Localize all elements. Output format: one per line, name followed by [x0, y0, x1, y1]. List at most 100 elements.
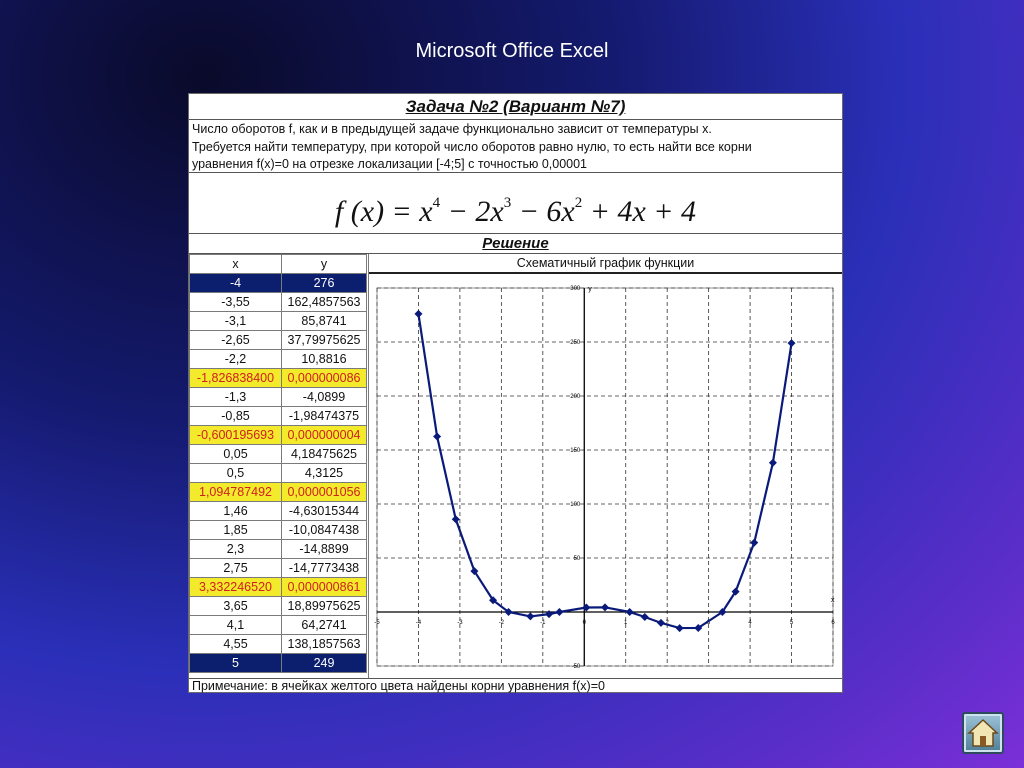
cell-y[interactable]: -4,0899 [281, 387, 367, 407]
header-y[interactable]: y [281, 254, 367, 274]
data-point [433, 432, 442, 441]
cell-y[interactable]: 4,18475625 [281, 444, 367, 464]
cell-x[interactable]: -0,600195693 [189, 425, 282, 445]
table-row: -2,65 37,79975625 [189, 330, 367, 350]
solution-title: Решение [189, 234, 842, 254]
plot-frame [376, 287, 834, 667]
table-row: 4,1 64,2741 [189, 615, 367, 635]
slide-title: Microsoft Office Excel [415, 40, 609, 62]
task-line: Число оборотов f, как и в предыдущей зад… [192, 122, 712, 136]
formula-lhs: f (x) = [334, 195, 412, 228]
data-point [731, 587, 740, 596]
cell-x[interactable]: -1,3 [189, 387, 282, 407]
home-button[interactable] [962, 712, 1004, 754]
cell-x[interactable]: -2,65 [189, 330, 282, 350]
cell-y[interactable]: -1,98474375 [281, 406, 367, 426]
table-row: -1,826838400 0,000000086 [189, 368, 367, 388]
formula-exp: 4 [432, 195, 441, 211]
cell-x[interactable]: -2,2 [189, 349, 282, 369]
data-point [640, 613, 649, 622]
cell-y[interactable]: 85,8741 [281, 311, 367, 331]
x-tick-label: 1 [624, 620, 628, 626]
x-tick-label: -2 [499, 620, 505, 626]
x-tick-label: 4 [748, 620, 752, 626]
cell-y[interactable]: 0,000001056 [281, 482, 367, 502]
cell-y[interactable]: 10,8816 [281, 349, 367, 369]
table-row: 1,46 -4,63015344 [189, 501, 367, 521]
cell-y[interactable]: 162,4857563 [281, 292, 367, 312]
cell-x[interactable]: 5 [189, 653, 282, 673]
data-point [526, 612, 535, 621]
cell-y[interactable]: 37,79975625 [281, 330, 367, 350]
data-point [555, 608, 564, 616]
table-row: 2,3 -14,8899 [189, 539, 367, 559]
cell-x[interactable]: -4 [189, 273, 282, 293]
cell-x[interactable]: 0,5 [189, 463, 282, 483]
cell-y[interactable]: 276 [281, 273, 367, 293]
cell-x[interactable]: 3,65 [189, 596, 282, 616]
data-point [656, 618, 665, 627]
data-point [787, 339, 796, 348]
chart-title: Схематичный график функции [369, 254, 842, 274]
x-tick-label: 0 [583, 620, 587, 626]
cell-x[interactable]: 4,55 [189, 634, 282, 654]
cell-y[interactable]: 138,1857563 [281, 634, 367, 654]
x-tick-label: -5 [374, 620, 380, 626]
cell-y[interactable]: 0,000000861 [281, 577, 367, 597]
y-tick-label: 50 [574, 556, 581, 562]
cell-x[interactable]: -1,826838400 [189, 368, 282, 388]
cell-y[interactable]: -14,8899 [281, 539, 367, 559]
table-row: 1,85 -10,0847438 [189, 520, 367, 540]
cell-y[interactable]: 0,000000086 [281, 368, 367, 388]
cell-x[interactable]: 2,3 [189, 539, 282, 559]
cell-x[interactable]: -3,1 [189, 311, 282, 331]
cell-x[interactable]: -3,55 [189, 292, 282, 312]
cell-x[interactable]: 2,75 [189, 558, 282, 578]
x-tick-label: -4 [416, 620, 422, 626]
cell-y[interactable]: -10,0847438 [281, 520, 367, 540]
cell-x[interactable]: 0,05 [189, 444, 282, 464]
table-row: -3,55 162,4857563 [189, 292, 367, 312]
y-tick-label: 150 [570, 448, 581, 454]
table-row: 1,094787492 0,000001056 [189, 482, 367, 502]
table-row: -0,85 -1,98474375 [189, 406, 367, 426]
cell-y[interactable]: -4,63015344 [281, 501, 367, 521]
task-title: Задача №2 (Вариант №7) [189, 94, 842, 120]
table-row: 3,332246520 0,000000861 [189, 577, 367, 597]
cell-y[interactable]: 4,3125 [281, 463, 367, 483]
x-tick-label: 6 [831, 620, 835, 626]
table-row: -4 276 [189, 273, 367, 293]
cell-x[interactable]: 3,332246520 [189, 577, 282, 597]
cell-y[interactable]: 249 [281, 653, 367, 673]
data-point [601, 603, 609, 612]
formula-exp: 2 [574, 195, 583, 211]
table-row: 2,75 -14,7773438 [189, 558, 367, 578]
x-axis-label: x [831, 597, 835, 604]
data-point [718, 608, 727, 616]
x-tick-label: 2 [666, 620, 670, 626]
data-point [545, 610, 554, 619]
x-tick-label: -1 [540, 620, 546, 626]
cell-x[interactable]: -0,85 [189, 406, 282, 426]
cell-y[interactable]: 64,2741 [281, 615, 367, 635]
data-point [694, 623, 703, 632]
cell-x[interactable]: 1,85 [189, 520, 282, 540]
data-point [504, 608, 513, 616]
cell-y[interactable]: -14,7773438 [281, 558, 367, 578]
header-x[interactable]: x [189, 254, 282, 274]
xy-table: x y -4 276 -3,55 162,4857563 -3,1 85,8741 -2,6… [189, 254, 367, 673]
cell-y[interactable]: 0,000000004 [281, 425, 367, 445]
data-point [625, 608, 634, 616]
data-point [451, 515, 460, 524]
table-row: 5 249 [189, 653, 367, 673]
cell-y[interactable]: 18,89975625 [281, 596, 367, 616]
cell-x[interactable]: 1,46 [189, 501, 282, 521]
table-row: -2,2 10,8816 [189, 349, 367, 369]
table-row: -0,600195693 0,000000004 [189, 425, 367, 445]
cell-x[interactable]: 1,094787492 [189, 482, 282, 502]
cell-x[interactable]: 4,1 [189, 615, 282, 635]
note: Примечание: в ячейках желтого цвета найд… [189, 678, 842, 693]
data-point [582, 603, 591, 612]
formula-term: + 4x + 4 [589, 195, 697, 228]
table-row: 0,05 4,18475625 [189, 444, 367, 464]
